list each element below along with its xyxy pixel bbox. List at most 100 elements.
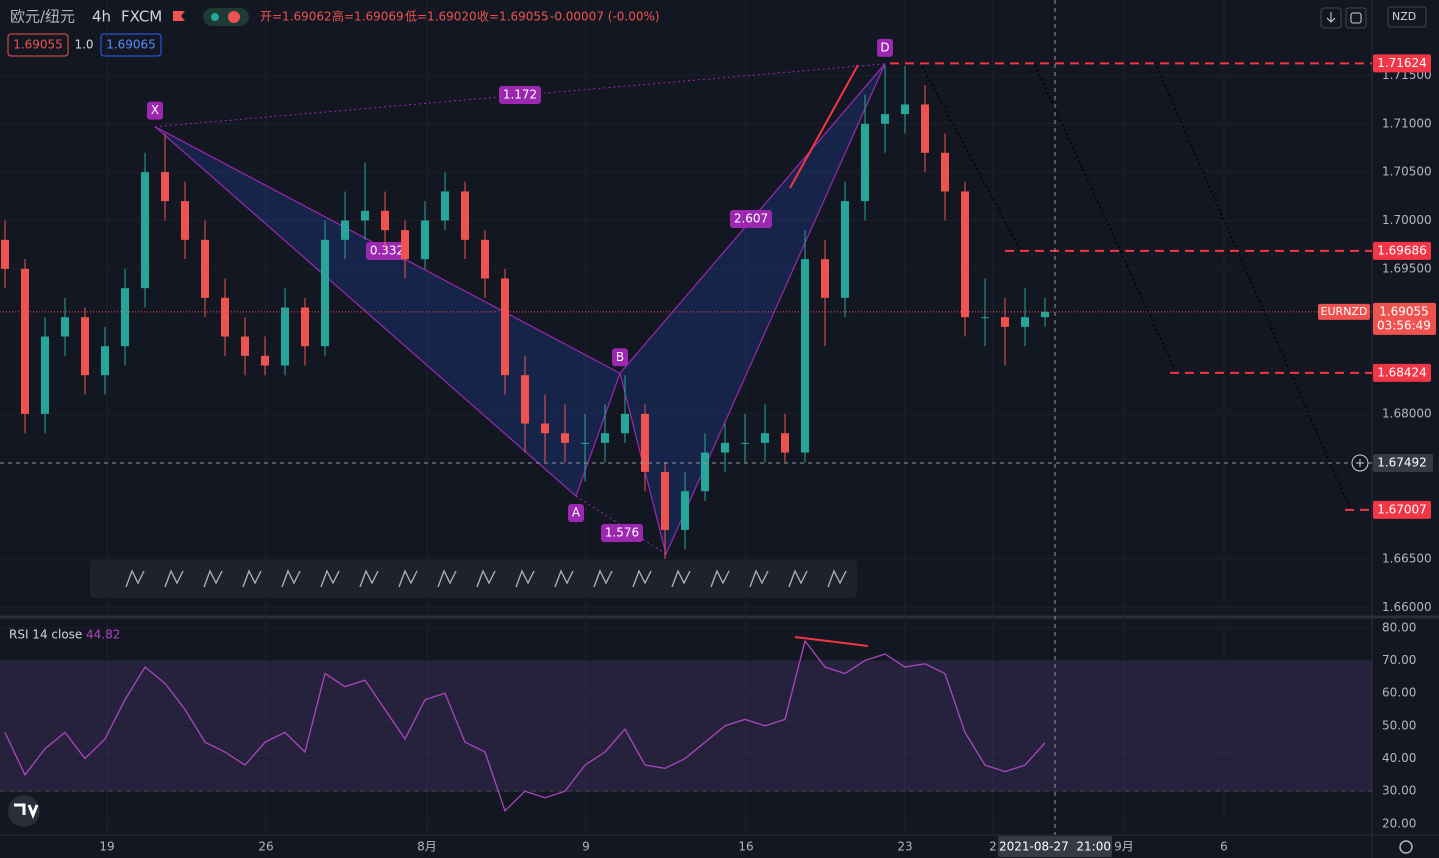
candle-body — [881, 114, 889, 124]
tool-icon — [671, 569, 691, 588]
tool-icon — [242, 569, 262, 588]
y-tick-label: 1.70000 — [1382, 213, 1432, 227]
exchange: FXCM — [121, 8, 162, 26]
bid[interactable]: 1.69055 — [13, 38, 63, 52]
tool-button[interactable] — [354, 564, 384, 594]
interval[interactable]: 4h — [92, 8, 111, 26]
x-tick-label: 9 — [582, 840, 590, 854]
ratio-box — [601, 524, 643, 542]
tool-icon — [203, 569, 223, 588]
ask-box[interactable] — [100, 33, 162, 57]
candle-body — [901, 104, 909, 115]
candle-body — [801, 259, 809, 453]
tool-button[interactable] — [510, 564, 540, 594]
spread: 1.0 — [74, 38, 93, 52]
candle-body — [541, 423, 549, 434]
y-tick-label: 1.68000 — [1382, 406, 1432, 420]
tool-button[interactable] — [627, 564, 657, 594]
crosshair-price-tag — [1373, 453, 1433, 472]
point-label: X — [151, 103, 159, 117]
candle-body — [221, 297, 229, 337]
candle-body — [301, 307, 309, 347]
tool-icon — [710, 569, 730, 588]
currency-button[interactable] — [1387, 6, 1427, 28]
currency[interactable]: NZD — [1392, 10, 1416, 23]
x-tick-label: 6 — [1220, 840, 1228, 854]
tool-button[interactable] — [198, 564, 228, 594]
tool-button[interactable] — [393, 564, 423, 594]
tool-icon — [164, 569, 184, 588]
candle-body — [1001, 317, 1009, 327]
level-label: 1.67007 — [1377, 502, 1427, 516]
symbol-tag — [1318, 303, 1370, 320]
bid-box[interactable] — [7, 33, 69, 57]
y-tick-label: 1.66000 — [1382, 600, 1432, 614]
tool-button[interactable] — [588, 564, 618, 594]
level-tag — [1373, 241, 1431, 260]
tool-button[interactable] — [432, 564, 462, 594]
tool-button[interactable] — [744, 564, 774, 594]
tool-icon — [827, 569, 847, 588]
candle-body — [341, 220, 349, 240]
ratio-box — [366, 242, 408, 260]
x-tick-label: 19 — [99, 840, 114, 854]
y-tick-label: 1.70500 — [1382, 165, 1432, 179]
x-tick-label: 26 — [258, 840, 273, 854]
status-pill[interactable] — [203, 8, 249, 26]
ohlc-high: 高=1.69069 — [332, 9, 404, 24]
tool-button[interactable] — [276, 564, 306, 594]
tool-button[interactable] — [666, 564, 696, 594]
ohlc-close: 收=1.69055 — [477, 10, 549, 24]
candle-body — [41, 336, 49, 414]
candle-body — [1021, 317, 1029, 327]
ohlc-change: -0.00007 (-0.00%) — [550, 10, 660, 24]
point-label: D — [880, 40, 889, 54]
tool-button[interactable] — [237, 564, 267, 594]
crosshair-time: 2021-08-27 21:00 — [999, 840, 1111, 854]
tool-icon — [398, 569, 418, 588]
crosshair-time-tag — [998, 836, 1112, 857]
tool-button[interactable] — [822, 564, 852, 594]
tool-button[interactable] — [120, 564, 150, 594]
tool-icon — [515, 569, 535, 588]
trend-line — [789, 64, 859, 189]
candle-body — [581, 442, 589, 444]
tool-icon — [788, 569, 808, 588]
tool-button[interactable] — [159, 564, 189, 594]
candle-body — [961, 191, 969, 318]
candle-body — [861, 123, 869, 202]
candle-body — [941, 152, 949, 192]
flag-icon[interactable] — [173, 11, 185, 21]
rsi-tick-label: 80.00 — [1382, 620, 1416, 634]
candle-body — [421, 220, 429, 260]
tool-button[interactable] — [471, 564, 501, 594]
candle-body — [821, 259, 829, 298]
status-dot — [211, 13, 219, 21]
rsi-divergence — [794, 636, 869, 647]
candle-body — [121, 288, 129, 347]
tool-button[interactable] — [549, 564, 579, 594]
candle-body — [761, 433, 769, 443]
level-label: 1.69686 — [1377, 243, 1427, 257]
candle-body — [981, 317, 989, 319]
candle-body — [1041, 311, 1049, 318]
symbol[interactable]: 欧元/纽元 — [10, 8, 75, 26]
ratio-box — [730, 210, 772, 228]
candle-body — [721, 442, 729, 453]
tool-button[interactable] — [315, 564, 345, 594]
candle-body — [441, 191, 449, 221]
candle-body — [381, 210, 389, 231]
x-tick-label: 23 — [897, 840, 912, 854]
tool-icon — [320, 569, 340, 588]
y-tick-label: 1.66500 — [1382, 551, 1432, 565]
tool-button[interactable] — [705, 564, 735, 594]
tool-icon — [476, 569, 496, 588]
ask[interactable]: 1.69065 — [106, 38, 156, 52]
candle-body — [101, 346, 109, 376]
symbol-tag-label: EURNZD — [1321, 305, 1368, 318]
refresh-button[interactable] — [1345, 7, 1367, 29]
settings-icon[interactable] — [1399, 840, 1413, 854]
tool-button[interactable] — [783, 564, 813, 594]
